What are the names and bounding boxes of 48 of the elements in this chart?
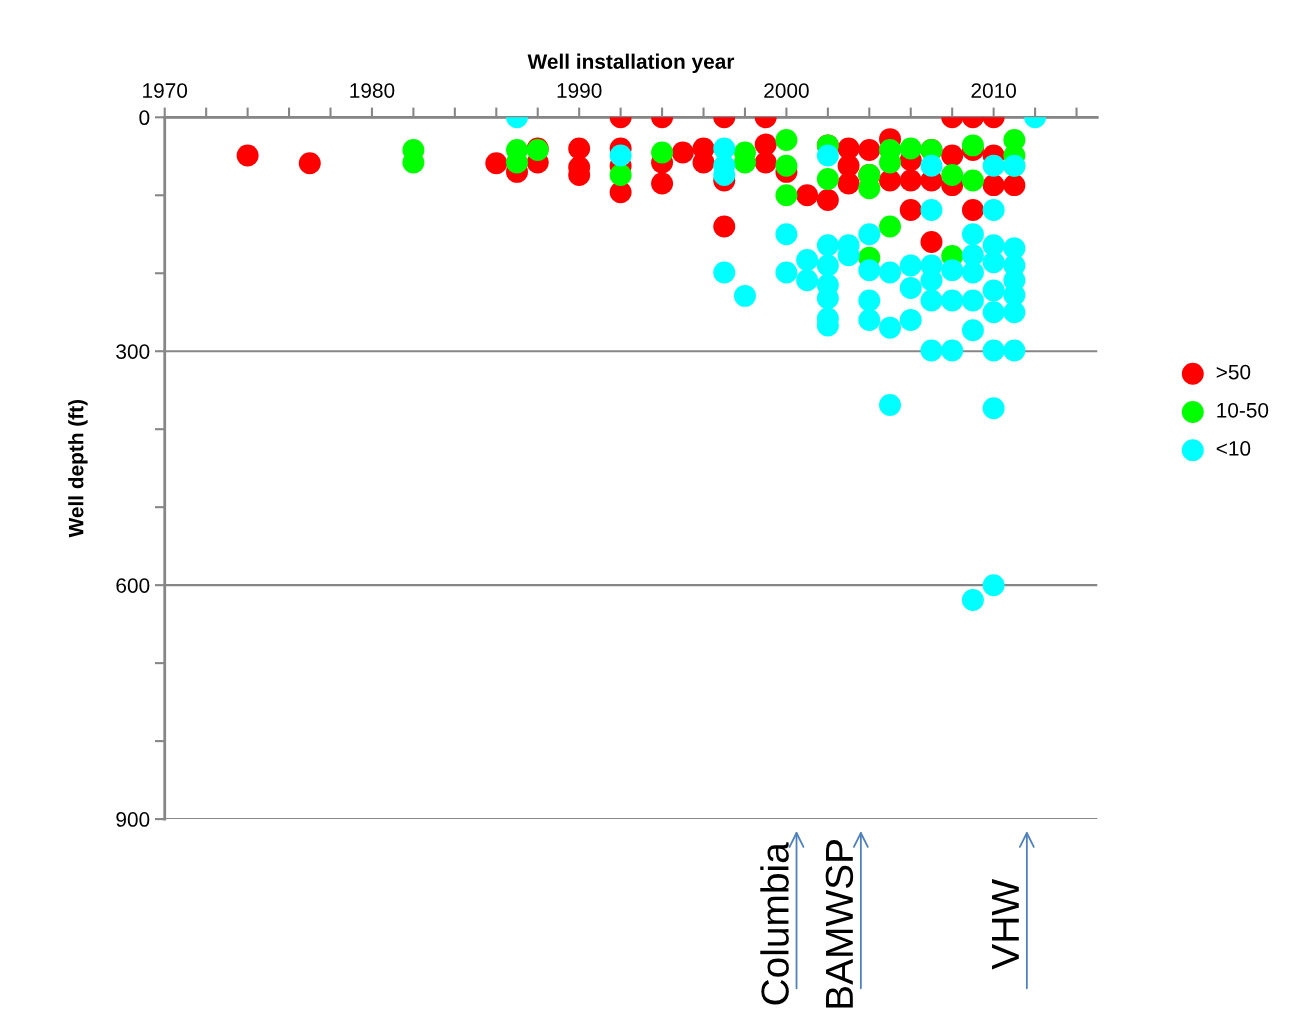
legend-label: >50: [1216, 364, 1251, 380]
point: [837, 172, 860, 195]
y-tick-label: 600: [116, 578, 150, 593]
point: [651, 172, 674, 195]
x-tick-label: 2000: [764, 83, 809, 98]
text: Columbia: [760, 842, 789, 1005]
x-tick-label: 2010: [971, 83, 1017, 98]
point: [816, 188, 839, 211]
x-axis-title: Well installation year: [527, 53, 735, 74]
point: [775, 154, 798, 177]
point: [568, 137, 591, 160]
point: [961, 134, 984, 157]
point: [837, 154, 860, 177]
point: [713, 215, 736, 238]
point: [816, 167, 839, 190]
x-tick-label: 1980: [350, 83, 395, 98]
legend-label: 10-50: [1217, 402, 1269, 418]
y-axis-title: Well depth (ft): [68, 399, 88, 538]
point: [858, 139, 881, 162]
point: [941, 144, 964, 167]
y-tick-label: 300: [116, 344, 150, 359]
point: [982, 174, 1005, 197]
point: [236, 144, 259, 167]
text: VHW: [992, 879, 1019, 970]
point: [899, 137, 922, 160]
x-tick-label: 1970: [143, 83, 188, 98]
text: BAMWSP: [825, 839, 854, 1008]
point: [754, 151, 777, 174]
point: [961, 169, 984, 192]
point: [879, 215, 902, 238]
point: [485, 152, 508, 175]
x-tick-label: 1990: [557, 83, 602, 98]
y-tick-label: 900: [116, 812, 150, 827]
point: [298, 152, 321, 175]
point: [651, 141, 674, 164]
point: [941, 164, 964, 186]
y-tick-label: 0: [139, 110, 150, 126]
point: [899, 199, 922, 222]
point: [609, 164, 632, 186]
point: [961, 199, 984, 222]
point: [796, 184, 819, 207]
point: [920, 231, 943, 254]
legend-label: <10: [1216, 441, 1251, 456]
point: [671, 141, 694, 164]
point: [899, 169, 922, 192]
point: [775, 184, 798, 207]
point: [1003, 174, 1026, 197]
point: [775, 128, 798, 151]
